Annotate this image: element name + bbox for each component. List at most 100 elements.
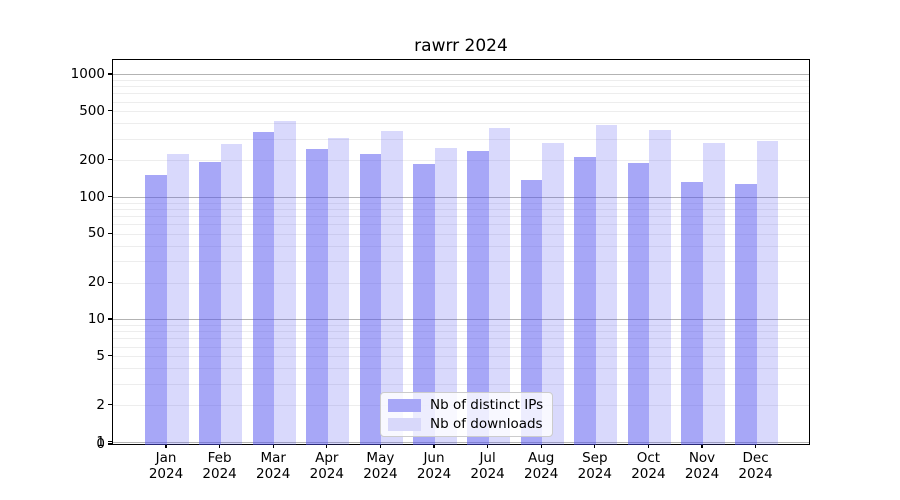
bar-distinct-ips-oct	[627, 162, 650, 445]
bar-downloads-aug	[542, 142, 564, 445]
bar-distinct-ips-jul	[466, 150, 489, 445]
major-gridline	[113, 441, 809, 443]
bar-downloads-jul	[488, 128, 511, 445]
y-tick-label: 50	[87, 225, 105, 242]
legend-label-distinct-ips: Nb of distinct IPs	[430, 397, 544, 413]
bar-distinct-ips-jan	[145, 174, 167, 445]
y-tick-label: 20	[87, 274, 105, 291]
legend-swatch-downloads	[388, 417, 421, 431]
minor-gridline	[113, 86, 809, 88]
minor-gridline	[113, 111, 809, 113]
legend-item-distinct-ips: Nb of distinct IPs	[388, 397, 543, 413]
minor-gridline	[113, 325, 809, 327]
x-tick-label: Jun 2024	[416, 450, 452, 482]
minor-gridline	[113, 331, 809, 333]
minor-gridline	[113, 224, 809, 226]
minor-gridline	[113, 282, 809, 284]
bar-downloads-jun	[435, 147, 457, 445]
y-tick-label: 1000	[70, 66, 105, 82]
bar-distinct-ips-aug	[520, 179, 543, 445]
x-tick-mark	[594, 444, 596, 448]
x-tick-mark	[219, 444, 221, 448]
x-tick-mark	[379, 444, 381, 448]
minor-gridline	[113, 338, 809, 340]
y-tick-mark	[107, 232, 112, 234]
y-tick-label: 5	[96, 347, 105, 364]
bar-downloads-mar	[274, 121, 296, 445]
x-tick-label: Nov 2024	[684, 450, 720, 482]
y-tick-mark	[107, 159, 112, 161]
y-tick-label: 200	[79, 151, 105, 168]
y-tick-mark	[107, 443, 112, 445]
minor-gridline	[113, 346, 809, 348]
y-tick-label: 2	[96, 396, 105, 413]
x-tick-label: Jul 2024	[470, 450, 505, 482]
y-tick-mark	[107, 110, 112, 112]
major-gridline	[113, 74, 809, 76]
minor-gridline	[113, 123, 809, 125]
minor-gridline	[113, 383, 809, 385]
minor-gridline	[113, 80, 809, 82]
y-tick-mark	[107, 440, 112, 443]
bar-distinct-ips-may	[359, 153, 382, 445]
y-tick-mark	[107, 195, 112, 198]
x-tick-mark	[755, 444, 757, 448]
plot-area	[112, 59, 810, 445]
y-tick-mark	[107, 73, 112, 75]
x-tick-mark	[540, 444, 542, 448]
y-tick-label: 0	[96, 436, 105, 452]
major-gridline	[113, 319, 809, 321]
y-tick-label: 500	[79, 102, 105, 119]
bar-downloads-oct	[649, 129, 672, 445]
x-tick-label: Sep 2024	[577, 450, 612, 482]
minor-gridline	[113, 245, 809, 247]
x-tick-label: Apr 2024	[309, 450, 344, 482]
x-tick-mark	[165, 444, 167, 448]
minor-gridline	[113, 160, 809, 162]
y-tick-mark	[107, 318, 112, 320]
minor-gridline	[113, 202, 809, 204]
bar-distinct-ips-apr	[306, 148, 328, 445]
legend-swatch-distinct-ips	[388, 398, 421, 412]
y-tick-mark	[107, 355, 112, 357]
bar-downloads-sep	[595, 124, 618, 445]
bar-distinct-ips-dec	[734, 184, 757, 445]
x-tick-label: Jan 2024	[148, 450, 184, 482]
y-tick-mark	[107, 404, 112, 406]
minor-gridline	[113, 215, 809, 217]
legend: Nb of distinct IPs Nb of downloads	[380, 392, 554, 437]
x-tick-label: Oct 2024	[631, 450, 666, 482]
legend-label-downloads: Nb of downloads	[430, 416, 543, 432]
x-tick-mark	[326, 444, 328, 448]
x-tick-label: Mar 2024	[256, 450, 291, 482]
bar-distinct-ips-mar	[252, 132, 275, 445]
x-tick-mark	[272, 444, 274, 448]
minor-gridline	[113, 356, 809, 358]
legend-item-downloads: Nb of downloads	[388, 416, 543, 432]
x-tick-mark	[701, 444, 703, 448]
y-tick-label: 1	[96, 433, 105, 450]
bar-distinct-ips-feb	[198, 161, 221, 445]
y-tick-label: 100	[79, 188, 105, 205]
minor-gridline	[113, 261, 809, 263]
minor-gridline	[113, 93, 809, 95]
x-tick-label: Dec 2024	[738, 450, 773, 482]
chart-title: rawrr 2024	[414, 36, 508, 56]
bar-distinct-ips-nov	[681, 181, 703, 445]
bar-downloads-dec	[756, 140, 779, 445]
major-gridline	[113, 196, 809, 198]
minor-gridline	[113, 101, 809, 103]
y-tick-mark	[107, 281, 112, 283]
x-tick-label: Feb 2024	[202, 450, 237, 482]
x-tick-label: May 2024	[363, 450, 398, 482]
x-tick-mark	[433, 444, 435, 448]
bar-downloads-nov	[703, 143, 725, 445]
bar-downloads-feb	[220, 144, 243, 445]
bar-downloads-may	[381, 130, 404, 445]
minor-gridline	[113, 208, 809, 210]
bar-distinct-ips-jun	[413, 163, 435, 445]
bar-distinct-ips-sep	[574, 156, 596, 445]
x-tick-label: Aug 2024	[524, 450, 559, 482]
minor-gridline	[113, 368, 809, 370]
